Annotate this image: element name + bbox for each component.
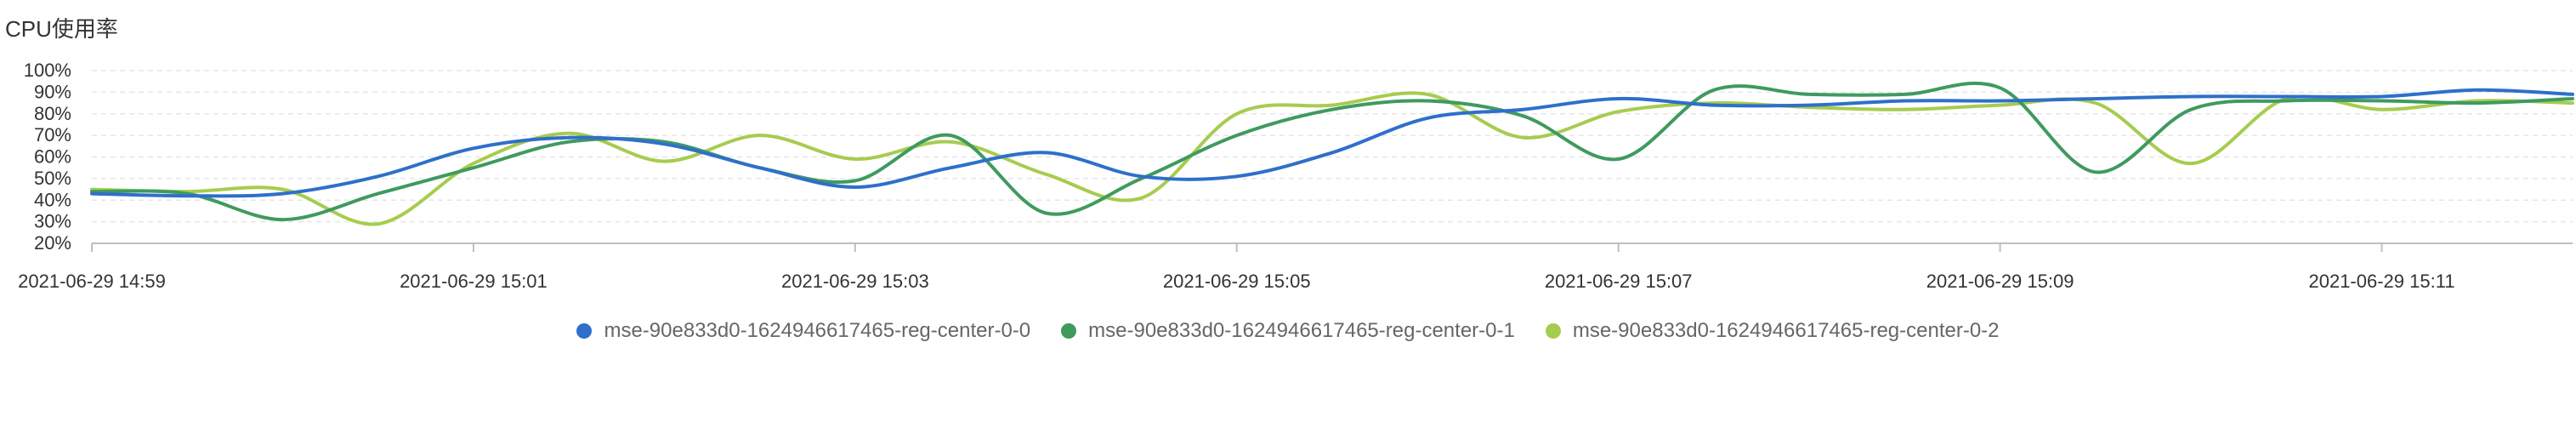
- y-tick-label: 70%: [34, 124, 71, 145]
- legend-label: mse-90e833d0-1624946617465-reg-center-0-…: [1572, 319, 2000, 342]
- y-tick-label: 80%: [34, 103, 71, 124]
- legend-label: mse-90e833d0-1624946617465-reg-center-0-…: [1088, 319, 1515, 342]
- series-line-0: [90, 88, 2574, 198]
- x-tick-label: 2021-06-29 15:07: [1545, 271, 1693, 292]
- y-tick-label: 50%: [34, 168, 71, 189]
- x-tick-label: 2021-06-29 15:01: [400, 271, 548, 292]
- y-tick-label: 90%: [34, 81, 71, 102]
- legend-item-1[interactable]: mse-90e833d0-1624946617465-reg-center-0-…: [1061, 319, 1515, 343]
- y-tick-label: 30%: [34, 211, 71, 232]
- legend-marker: [576, 323, 593, 339]
- y-tick-label: 100%: [24, 60, 71, 81]
- line-chart: 100%90%80%70%60%50%40%30%20% 2021-06-29 1…: [18, 60, 2574, 292]
- chart-title: CPU使用率: [5, 16, 118, 42]
- series-line-2: [90, 91, 2574, 226]
- y-tick-label: 60%: [34, 146, 71, 168]
- legend-label: mse-90e833d0-1624946617465-reg-center-0-…: [604, 319, 1031, 342]
- y-tick-label: 20%: [34, 232, 71, 254]
- legend-marker: [1545, 323, 1561, 339]
- legend-marker: [1061, 323, 1077, 339]
- x-tick-label: 2021-06-29 15:11: [2308, 271, 2454, 292]
- legend-item-0[interactable]: mse-90e833d0-1624946617465-reg-center-0-…: [576, 319, 1030, 343]
- y-tick-label: 40%: [34, 189, 71, 210]
- legend-item-2[interactable]: mse-90e833d0-1624946617465-reg-center-0-…: [1545, 319, 2000, 343]
- x-tick-label: 2021-06-29 15:05: [1163, 271, 1311, 292]
- series-line-1: [90, 81, 2574, 222]
- x-tick-label: 2021-06-29 14:59: [18, 271, 166, 292]
- chart-legend: mse-90e833d0-1624946617465-reg-center-0-…: [0, 319, 2576, 343]
- x-tick-label: 2021-06-29 15:09: [1926, 271, 2074, 292]
- x-tick-label: 2021-06-29 15:03: [781, 271, 929, 292]
